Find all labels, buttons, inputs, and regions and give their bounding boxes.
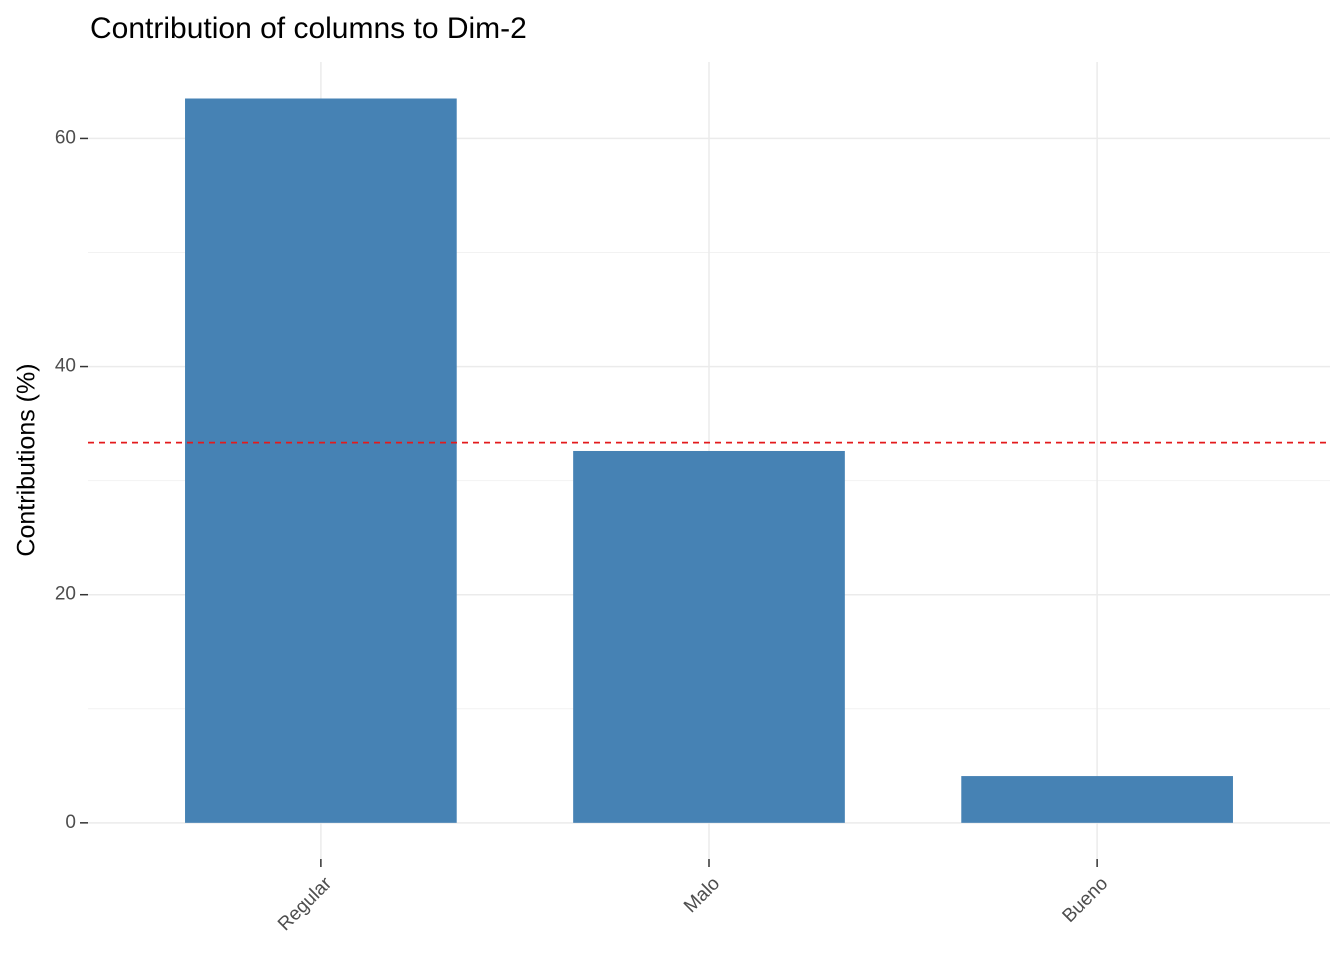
- y-axis-label: Contributions (%): [13, 363, 41, 556]
- x-tick-label: Bueno: [1059, 873, 1113, 927]
- bar: [961, 776, 1233, 823]
- bar: [185, 98, 457, 823]
- x-tick-label: Regular: [274, 873, 336, 935]
- y-tick-label: 20: [55, 584, 76, 605]
- y-tick-label: 40: [55, 356, 76, 377]
- y-tick-label: 60: [55, 127, 76, 148]
- x-tick-label: Malo: [680, 873, 724, 917]
- chart-title: Contribution of columns to Dim-2: [90, 12, 527, 45]
- y-tick-label: 0: [65, 812, 76, 833]
- bar: [573, 450, 845, 823]
